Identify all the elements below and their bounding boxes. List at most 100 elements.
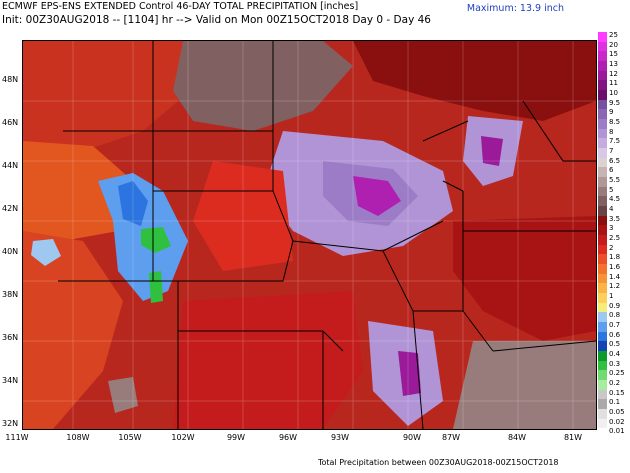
latitude-label: 46N (2, 118, 19, 127)
legend-swatch (598, 119, 607, 129)
legend-label: 15 (609, 50, 618, 59)
legend-label: 2.5 (609, 234, 621, 242)
legend-swatch (598, 312, 607, 322)
legend-label: 8.5 (609, 118, 621, 126)
legend-label: 9.5 (609, 98, 621, 107)
legend-swatch (598, 254, 607, 264)
legend-swatch (598, 80, 607, 90)
map-subtitle: Init: 00Z30AUG2018 -- [1104] hr --> Vali… (2, 14, 431, 26)
legend-label: 0.01 (609, 427, 625, 436)
legend-entry: 4 (598, 205, 630, 216)
legend-entry: 0.15 (598, 389, 630, 400)
precip-area-central-plains (193, 161, 293, 271)
legend-swatch (598, 370, 607, 380)
legend-label: 5 (609, 185, 614, 194)
precip-area-rockies-core (118, 181, 148, 226)
legend-swatch (598, 109, 607, 119)
longitude-label: 90W (402, 433, 422, 442)
legend-entry: 1.2 (598, 282, 630, 293)
legend-entry: 11 (598, 79, 630, 90)
legend-label: 0.02 (609, 417, 625, 426)
legend-swatch (598, 399, 607, 409)
legend-entry: 8 (598, 128, 630, 139)
legend-swatch (598, 90, 607, 100)
legend-swatch (598, 128, 607, 139)
legend-entry: 2 (598, 244, 630, 255)
legend-swatch (598, 283, 607, 293)
legend-entry: 0.02 (598, 417, 630, 429)
legend-label: 0.9 (609, 301, 621, 310)
legend-label: 25 (609, 31, 618, 39)
legend-label: 13 (609, 60, 618, 68)
legend-entry: 5 (598, 185, 630, 197)
legend-label: 1.6 (609, 263, 621, 271)
precip-area-ohio-valley (453, 216, 596, 341)
color-legend: 25 20 15 13 12 11 10 9.5 9 8.5 8 7.5 7 6.5 6 5.5 5 4.5 4 3.… (598, 31, 630, 438)
precip-area-utah (31, 239, 61, 266)
legend-label: 1.8 (609, 253, 621, 262)
legend-swatch (598, 70, 607, 81)
precip-area-north (353, 41, 596, 121)
legend-entry: 10 (598, 89, 630, 100)
longitude-label: 111W (5, 433, 29, 442)
legend-label: 0.05 (609, 408, 625, 416)
precipitation-map (22, 40, 597, 430)
precip-area-nw (23, 41, 183, 151)
legend-entry: 1.8 (598, 253, 630, 264)
longitude-label: 108W (66, 433, 90, 442)
legend-swatch (598, 322, 607, 332)
legend-entry: 0.8 (598, 311, 630, 322)
legend-entry: 1.4 (598, 272, 630, 284)
legend-entry: 1.6 (598, 263, 630, 274)
legend-label: 1.2 (609, 282, 621, 291)
legend-swatch (598, 51, 607, 61)
precip-area-iowa-core (353, 176, 401, 216)
maximum-value: Maximum: 13.9 inch (466, 3, 564, 14)
legend-entry: 0.4 (598, 350, 630, 361)
legend-entry: 6 (598, 166, 630, 177)
legend-swatch (598, 41, 607, 52)
legend-swatch (598, 177, 607, 187)
legend-entry: 9.5 (598, 98, 630, 110)
legend-label: 3 (609, 224, 614, 233)
legend-label: 11 (609, 79, 618, 88)
legend-label: 0.8 (609, 311, 621, 320)
legend-label: 1.4 (609, 272, 621, 281)
legend-swatch (598, 418, 607, 429)
legend-entry: 0.7 (598, 321, 630, 332)
legend-swatch (598, 360, 607, 371)
legend-entry: 0.5 (598, 340, 630, 351)
longitude-label: 87W (441, 433, 461, 442)
legend-label: 3.5 (609, 214, 621, 223)
legend-swatch (598, 264, 607, 274)
legend-entry: 2.5 (598, 234, 630, 245)
legend-swatch (598, 157, 607, 168)
precip-area-new-mexico (108, 377, 138, 413)
legend-swatch (598, 32, 607, 42)
legend-entry: 0.25 (598, 369, 630, 380)
legend-swatch (598, 186, 607, 197)
legend-entry: 7 (598, 147, 630, 158)
legend-swatch (598, 61, 607, 71)
legend-label: 5.5 (609, 176, 621, 184)
legend-swatch (598, 244, 607, 255)
legend-entry: 15 (598, 50, 630, 61)
legend-entry: 13 (598, 60, 630, 71)
legend-entry: 0.05 (598, 408, 630, 419)
legend-entry: 7.5 (598, 137, 630, 148)
legend-entry: 5.5 (598, 176, 630, 187)
precip-area-southeast (453, 341, 596, 429)
legend-swatch (598, 389, 607, 400)
legend-entry: 9 (598, 108, 630, 119)
legend-swatch (598, 331, 607, 342)
legend-label: 0.5 (609, 340, 621, 349)
map-title: ECMWF EPS-ENS EXTENDED Control 46-DAY TO… (2, 1, 359, 12)
legend-swatch (598, 215, 607, 226)
legend-label: 7.5 (609, 137, 621, 146)
longitude-label: 102W (171, 433, 195, 442)
legend-entry: 0.3 (598, 360, 630, 371)
legend-label: 20 (609, 40, 618, 49)
legend-label: 9 (609, 108, 614, 117)
longitude-label: 84W (507, 433, 527, 442)
state-borders (58, 41, 596, 429)
